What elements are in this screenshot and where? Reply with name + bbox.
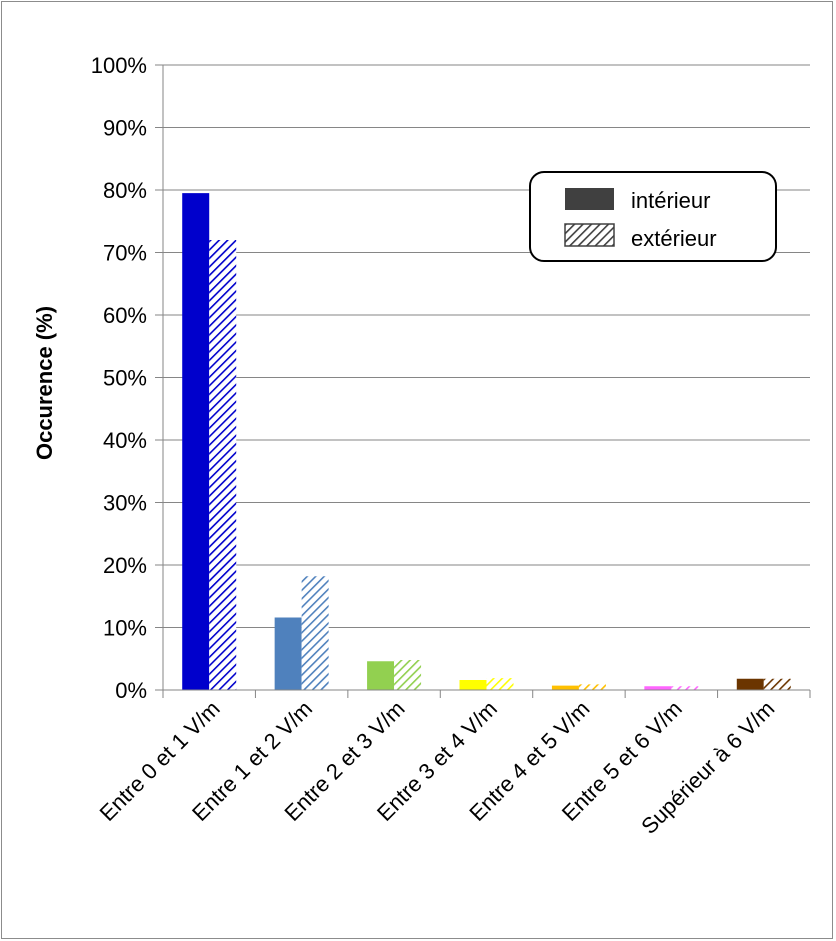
bar-exterieur (578, 684, 606, 690)
bar-interieur (367, 661, 395, 690)
y-axis-title: Occurence (%) (32, 306, 57, 460)
bars (182, 193, 791, 690)
bar-exterieur (671, 686, 699, 690)
bar-interieur (459, 680, 487, 690)
bar-exterieur (763, 678, 791, 690)
gridlines (163, 64, 810, 628)
y-tick-label: 90% (103, 116, 147, 141)
y-tick-label: 50% (103, 366, 147, 391)
y-tick-label: 0% (115, 678, 147, 703)
bar-interieur (644, 686, 672, 690)
y-tick-label: 70% (103, 241, 147, 266)
bar-exterieur (486, 678, 514, 690)
y-tick-label: 10% (103, 616, 147, 641)
y-tick-label: 40% (103, 428, 147, 453)
legend-label-interieur: intérieur (631, 188, 710, 213)
y-tick-label: 20% (103, 553, 147, 578)
legend-swatch-exterieur (564, 223, 615, 247)
y-tick-label: 100% (91, 53, 147, 78)
bar-exterieur (209, 240, 237, 690)
y-axis-ticks: 0% 10% 20% 30% 40% 50% 60% 70% 80% 90% 100% (91, 53, 163, 703)
bar-exterieur (394, 660, 422, 690)
axes (162, 65, 811, 698)
y-tick-label: 60% (103, 303, 147, 328)
bar-interieur (274, 617, 302, 690)
legend-label-exterieur: extérieur (631, 226, 717, 251)
y-tick-label: 80% (103, 178, 147, 203)
bar-exterieur (301, 576, 329, 690)
bar-interieur (182, 193, 210, 690)
legend: intérieur extérieur (529, 171, 777, 262)
legend-swatch-interieur (565, 188, 614, 210)
bar-interieur (736, 678, 764, 690)
y-tick-label: 30% (103, 491, 147, 516)
bar-interieur (551, 685, 579, 690)
